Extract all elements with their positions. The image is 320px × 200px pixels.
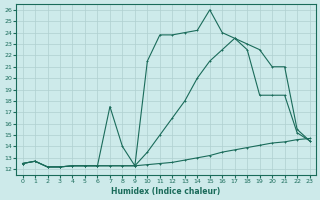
X-axis label: Humidex (Indice chaleur): Humidex (Indice chaleur)	[111, 187, 221, 196]
